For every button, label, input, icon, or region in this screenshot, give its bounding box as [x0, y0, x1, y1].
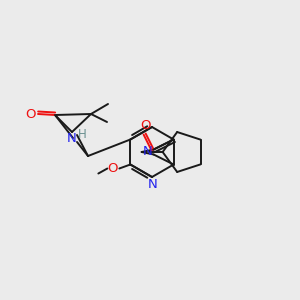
Text: O: O: [26, 107, 36, 121]
Text: N: N: [143, 146, 152, 158]
Text: N: N: [67, 131, 77, 145]
Text: N: N: [148, 178, 158, 190]
Text: H: H: [78, 128, 86, 140]
Text: O: O: [140, 119, 151, 132]
Text: O: O: [107, 162, 118, 175]
